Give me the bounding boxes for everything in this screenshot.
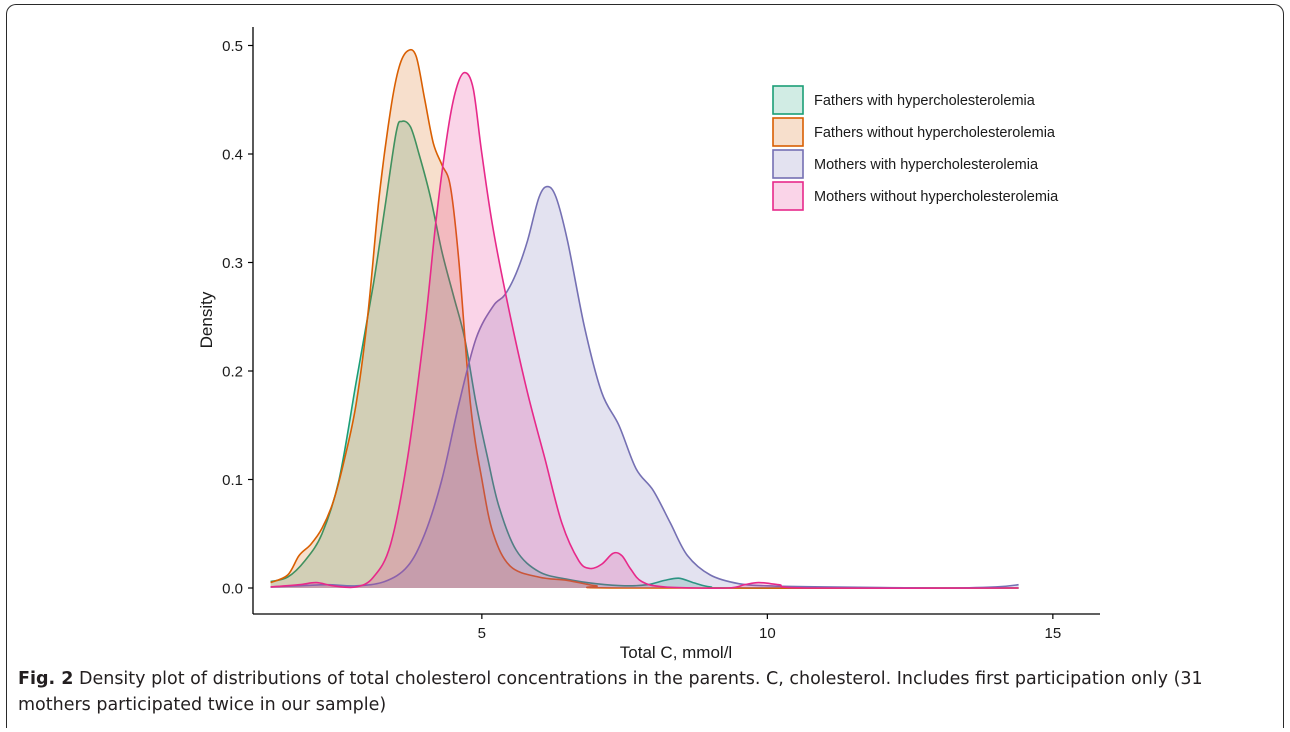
x-tick-label: 5 — [478, 625, 486, 642]
series-line-4 — [270, 71, 1019, 590]
y-tick-label: 0.5 — [222, 38, 243, 55]
y-axis-label: Density — [197, 291, 216, 348]
y-tick-label: 0.1 — [222, 472, 243, 489]
series-line-2 — [270, 48, 1019, 589]
series-fill-2 — [270, 49, 1019, 589]
legend-key-2 — [772, 117, 804, 147]
caption-text: Density plot of distributions of total c… — [18, 669, 1203, 715]
series-line-1 — [270, 120, 1019, 589]
series-fill-3 — [270, 186, 1019, 588]
legend-label-1: Fathers with hypercholesterolemia — [814, 93, 1036, 109]
figure-frame — [6, 4, 1284, 728]
chart-legend: Fathers with hypercholesterolemia Fathers… — [772, 85, 1059, 211]
y-tick-label: 0.4 — [222, 147, 243, 164]
caption-label: Fig. 2 — [18, 669, 74, 689]
legend-label-2: Fathers without hypercholesterolemia — [814, 125, 1056, 141]
density-areas — [270, 48, 1019, 590]
y-axis-ticks: 0.0 0.1 0.2 0.3 0.4 0.5 — [222, 38, 253, 598]
chart-axes — [252, 27, 1100, 615]
y-tick-label: 0.3 — [222, 255, 243, 272]
x-tick-label: 10 — [759, 625, 776, 642]
density-chart: 0.0 0.1 0.2 0.3 0.4 0.5 5 10 15 Total C, mmol/l… — [197, 27, 1100, 662]
legend-key-4 — [772, 181, 804, 211]
x-axis-label: Total C, mmol/l — [620, 643, 732, 662]
x-tick-label: 15 — [1045, 625, 1062, 642]
legend-label-4: Mothers without hypercholesterolemia — [814, 189, 1059, 205]
series-fill-4 — [270, 72, 1019, 589]
series-line-3 — [270, 185, 1019, 589]
figure-caption: Fig. 2 Density plot of distributions of … — [18, 666, 1273, 718]
legend-key-3 — [772, 149, 804, 179]
y-tick-label: 0.2 — [222, 364, 243, 381]
y-tick-label: 0.0 — [222, 581, 243, 598]
x-axis-ticks: 5 10 15 — [478, 614, 1062, 642]
legend-label-3: Mothers with hypercholesterolemia — [814, 157, 1039, 173]
series-fill-1 — [270, 121, 1019, 589]
legend-key-1 — [772, 85, 804, 115]
